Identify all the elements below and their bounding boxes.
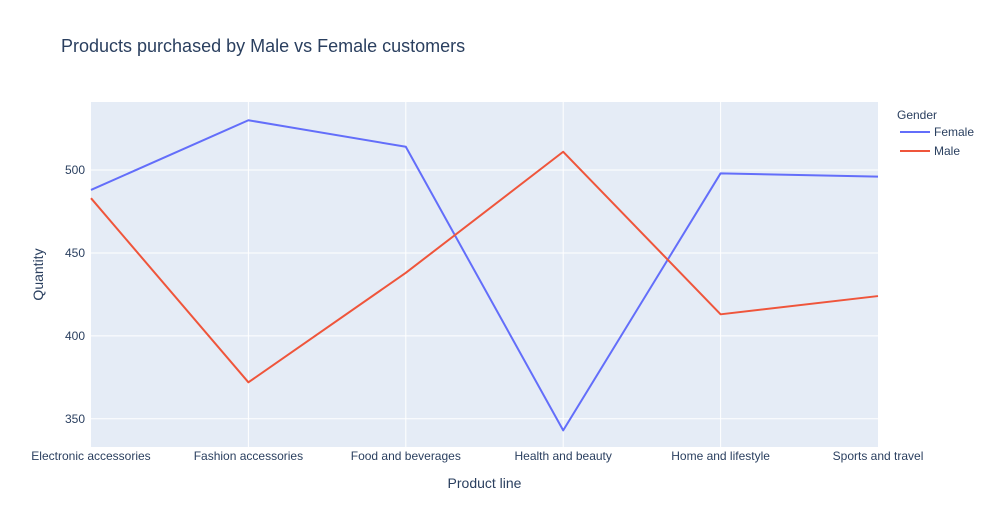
x-tick-label: Sports and travel — [833, 449, 924, 463]
legend-items: Female Male — [900, 125, 974, 158]
x-tick-label: Health and beauty — [514, 449, 611, 463]
series-line-female — [90, 119, 879, 432]
x-tick-label: Fashion accessories — [194, 449, 303, 463]
y-tick-label: 500 — [65, 163, 85, 177]
x-tick-label: Home and lifestyle — [671, 449, 770, 463]
plot-area — [91, 102, 878, 447]
y-tick-labels: 350 400 450 500 — [65, 163, 85, 426]
series-line-male — [90, 150, 879, 384]
x-tick-label: Food and beverages — [351, 449, 461, 463]
legend-label-female: Female — [934, 125, 974, 139]
x-tick-labels: Electronic accessories Fashion accessorie… — [31, 449, 923, 463]
chart-title: Products purchased by Male vs Female cus… — [61, 36, 465, 56]
gridlines — [91, 102, 878, 447]
legend-title: Gender — [897, 108, 937, 122]
x-axis-title: Product line — [448, 475, 522, 491]
legend: Gender Female Male — [897, 108, 974, 158]
y-tick-label: 450 — [65, 246, 85, 260]
legend-label-male: Male — [934, 144, 960, 158]
x-tick-label: Electronic accessories — [31, 449, 150, 463]
y-tick-label: 350 — [65, 412, 85, 426]
y-tick-label: 400 — [65, 329, 85, 343]
y-axis-title: Quantity — [30, 248, 46, 300]
series-lines — [90, 119, 879, 432]
